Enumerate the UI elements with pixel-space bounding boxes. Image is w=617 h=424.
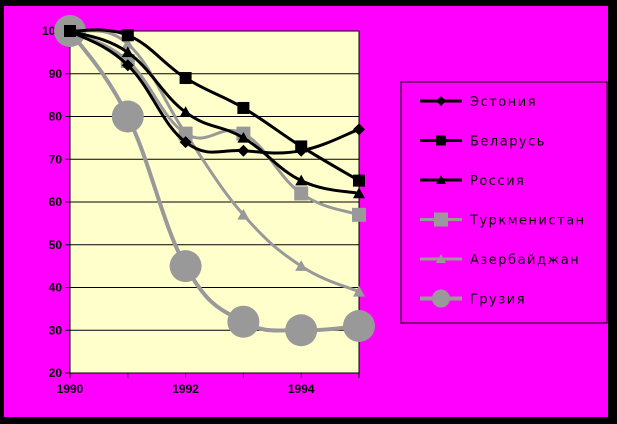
legend-marker [436,254,446,263]
series-layer [54,15,375,347]
legend-label: Азербайджан [470,253,580,268]
series-5 [64,25,365,297]
data-point [353,174,365,187]
data-point [237,208,250,220]
data-point [237,144,250,157]
y-tick-label: 70 [49,152,63,166]
data-point [64,25,76,36]
y-tick-label: 30 [49,323,63,337]
legend-item: Беларусь [420,135,546,150]
y-tick-label: 20 [49,366,63,380]
data-point [237,101,250,114]
data-point [121,29,134,42]
data-point [295,174,308,186]
legend-marker [436,96,446,106]
data-point [169,250,202,283]
data-point [343,309,375,342]
legend-label: Грузия [470,293,526,308]
data-point [121,46,134,58]
x-tick-label: 1992 [172,382,199,396]
x-tick-label: 1990 [57,382,84,396]
legend-marker [434,212,448,227]
legend-label: Беларусь [470,135,546,150]
series-3 [64,25,365,199]
legend-item: Грузия [420,289,526,308]
legend-marker [436,175,446,184]
data-point [179,72,192,85]
legend-item: Россия [420,174,525,189]
y-tick-label: 60 [49,195,63,209]
data-point [179,127,192,139]
data-point [227,305,260,338]
series-2 [64,25,365,187]
data-point [353,187,365,199]
data-point [237,131,250,143]
data-point [294,186,309,201]
y-tick-label: 90 [49,67,63,81]
legend-label: Эстония [470,95,537,110]
data-point [353,123,365,136]
legend-label: Россия [470,174,525,189]
legend-label: Туркменистан [469,214,586,229]
legend-box [400,81,608,324]
x-tick-label: 1994 [288,382,315,396]
data-point [111,100,144,133]
series-6 [54,15,375,347]
data-point [285,314,318,347]
data-point [179,136,192,149]
legend-marker [436,135,446,146]
y-tick-label: 50 [49,238,63,252]
data-point [295,260,308,271]
data-point [353,285,365,297]
data-point [352,207,366,222]
x-axis: 1990 1992 1994 [57,373,360,396]
legend-item: Эстония [420,95,537,110]
data-point [295,140,308,153]
data-point [121,59,134,72]
legend: Эстония Беларусь Россия Туркменистан Азербай… [400,81,608,324]
legend-marker [432,289,450,308]
y-tick-label: 80 [49,110,63,124]
legend-item: Азербайджан [420,253,580,268]
y-tick-label: 40 [49,281,63,295]
data-point [121,37,134,49]
data-point [179,106,192,118]
legend-item: Туркменистан [420,212,586,229]
